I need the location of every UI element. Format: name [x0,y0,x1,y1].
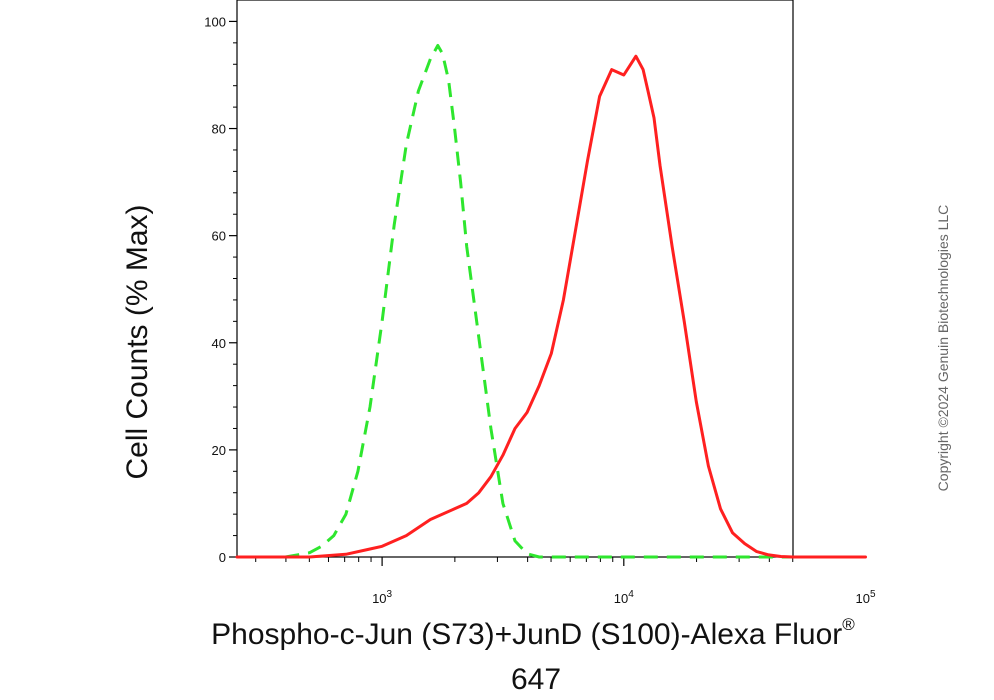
copyright-notice: Copyright ©2024 Genuin Biotechnologies L… [935,205,951,492]
x-axis-title-line2: 647 [511,663,561,696]
y-tick-label: 20 [212,443,226,458]
x-axis: 103 104 105 [255,557,876,606]
series-layer [235,44,867,559]
x-axis-title-line1: Phospho-c-Jun (S73)+JunD (S100)-Alexa Fl… [211,615,855,651]
series-2-line [235,54,867,559]
y-tick-label: 80 [212,122,226,137]
y-tick-label: 40 [212,336,226,351]
y-tick-label: 0 [219,550,226,565]
y-tick-label: 60 [212,229,226,244]
x-tick-label: 104 [614,589,634,606]
y-tick-label: 100 [204,14,226,29]
x-axis-title-registered-mark: ® [842,615,855,634]
y-axis: 0 20 40 60 80 100 [204,14,237,565]
series-1-line [285,44,793,559]
x-axis-title-main: Phospho-c-Jun (S73)+JunD (S100)-Alexa Fl… [211,618,842,651]
x-tick-label: 103 [372,589,392,606]
y-axis-title: Cell Counts (% Max) [121,204,154,479]
x-tick-label: 105 [855,589,875,606]
